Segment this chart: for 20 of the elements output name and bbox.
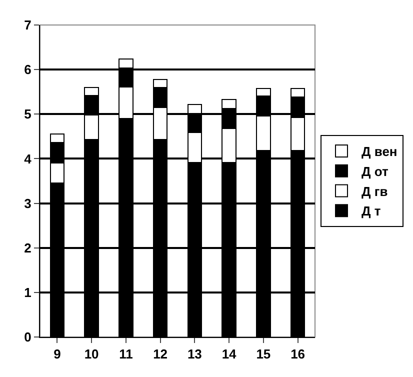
y-tick-label: 2	[24, 240, 32, 256]
y-tick-label: 1	[24, 284, 32, 300]
legend-label: Д вен	[362, 144, 398, 160]
y-tick-label: 5	[24, 106, 32, 122]
x-tick-label: 16	[290, 346, 306, 362]
legend-label: Д т	[362, 204, 381, 219]
y-tick-label: 4	[24, 151, 32, 166]
x-tick-label: 11	[119, 346, 133, 362]
y-tick-label: 0	[24, 330, 32, 345]
y-tick-label: 6	[24, 62, 32, 78]
y-tick-label: 3	[24, 196, 32, 211]
x-tick-label: 14	[222, 346, 238, 362]
y-tick-label: 7	[24, 18, 32, 33]
x-tick-label: 9	[54, 346, 61, 362]
x-tick-label: 13	[187, 346, 202, 362]
legend-label: Д от	[362, 164, 388, 179]
x-tick-label: 10	[84, 346, 99, 362]
x-tick-label: 15	[256, 346, 271, 362]
x-tick-label: 12	[153, 346, 168, 362]
legend-label: Д гв	[362, 184, 388, 199]
